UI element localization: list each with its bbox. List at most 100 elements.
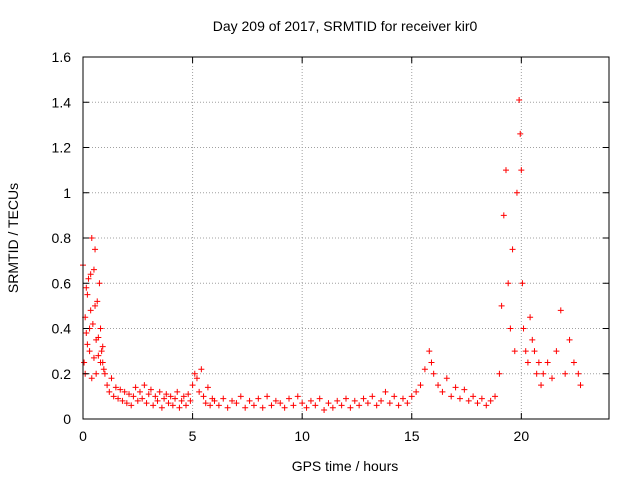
data-point: [255, 395, 262, 402]
data-point: [338, 402, 345, 409]
y-tick-label: 0: [63, 411, 71, 427]
data-point: [566, 336, 573, 343]
data-point: [110, 393, 117, 400]
data-point: [294, 393, 301, 400]
y-tick-label: 0.4: [52, 321, 72, 337]
data-point: [517, 130, 524, 137]
data-point: [100, 366, 107, 373]
x-axis-label: GPS time / hours: [292, 458, 399, 474]
data-point: [522, 348, 529, 355]
data-point: [329, 404, 336, 411]
data-point: [83, 284, 90, 291]
data-point: [200, 393, 207, 400]
data-point: [132, 384, 139, 391]
data-point: [487, 397, 494, 404]
y-tick-label: 1: [63, 185, 71, 201]
data-point: [145, 391, 152, 398]
data-point: [115, 395, 122, 402]
data-point: [421, 366, 428, 373]
data-point: [413, 388, 420, 395]
tick-marks: [82, 56, 609, 420]
data-point: [97, 325, 104, 332]
y-axis-label: SRMTID / TECUs: [5, 183, 21, 293]
y-tick-label: 1.6: [52, 49, 72, 65]
data-point: [369, 393, 376, 400]
x-tick-label: 15: [404, 428, 420, 444]
data-point: [321, 406, 328, 413]
data-point: [404, 400, 411, 407]
data-point: [237, 393, 244, 400]
data-point: [382, 388, 389, 395]
x-tick-label: 0: [79, 428, 87, 444]
data-point: [535, 359, 542, 366]
data-point: [290, 402, 297, 409]
data-point: [87, 307, 94, 314]
data-point: [281, 404, 288, 411]
data-point: [106, 388, 113, 395]
data-point: [89, 320, 96, 327]
data-point: [183, 402, 190, 409]
data-point: [516, 96, 523, 103]
data-point: [108, 375, 115, 382]
data-points: [80, 96, 584, 413]
data-point: [172, 395, 179, 402]
data-point: [417, 382, 424, 389]
data-point: [509, 246, 516, 253]
data-point: [386, 400, 393, 407]
data-point: [207, 402, 214, 409]
data-point: [544, 359, 551, 366]
data-point: [316, 395, 323, 402]
data-point: [557, 307, 564, 314]
data-point: [470, 393, 477, 400]
data-point: [549, 375, 556, 382]
data-point: [540, 370, 547, 377]
data-point: [456, 395, 463, 402]
data-point: [272, 397, 279, 404]
data-point: [215, 402, 222, 409]
data-point: [83, 330, 90, 337]
data-point: [96, 280, 103, 287]
data-point: [474, 400, 481, 407]
data-point: [191, 370, 198, 377]
data-point: [193, 375, 200, 382]
data-point: [128, 402, 135, 409]
data-point: [426, 348, 433, 355]
data-point: [312, 402, 319, 409]
x-tick-label: 10: [294, 428, 310, 444]
data-point: [395, 402, 402, 409]
data-point: [492, 393, 499, 400]
data-point: [533, 370, 540, 377]
x-axis-tick-labels: 0 5 10 15 20: [79, 428, 529, 444]
data-point: [95, 334, 102, 341]
data-point: [92, 302, 99, 309]
data-point: [439, 388, 446, 395]
data-point: [85, 275, 92, 282]
data-point: [150, 402, 157, 409]
data-point: [152, 393, 159, 400]
data-point: [519, 280, 526, 287]
data-point: [93, 370, 100, 377]
data-point: [211, 397, 218, 404]
data-point: [224, 404, 231, 411]
data-point: [259, 404, 266, 411]
data-point: [143, 400, 150, 407]
data-point: [165, 400, 172, 407]
data-point: [126, 391, 133, 398]
data-point: [169, 402, 176, 409]
chart-title: Day 209 of 2017, SRMTID for receiver kir…: [213, 18, 478, 34]
data-point: [99, 343, 106, 350]
data-point: [575, 370, 582, 377]
y-tick-label: 1.2: [52, 140, 72, 156]
data-point: [88, 235, 95, 241]
y-tick-label: 0.6: [52, 275, 72, 291]
data-point: [570, 359, 577, 366]
data-point: [502, 167, 509, 174]
y-axis-tick-labels: 0 0.2 0.4 0.6 0.8 1 1.2 1.4 1.6: [52, 49, 72, 427]
data-point: [202, 400, 209, 407]
data-point: [268, 402, 275, 409]
data-point: [97, 359, 104, 366]
data-point: [95, 352, 102, 359]
data-point: [399, 395, 406, 402]
data-point: [500, 212, 507, 219]
data-point: [88, 375, 95, 382]
